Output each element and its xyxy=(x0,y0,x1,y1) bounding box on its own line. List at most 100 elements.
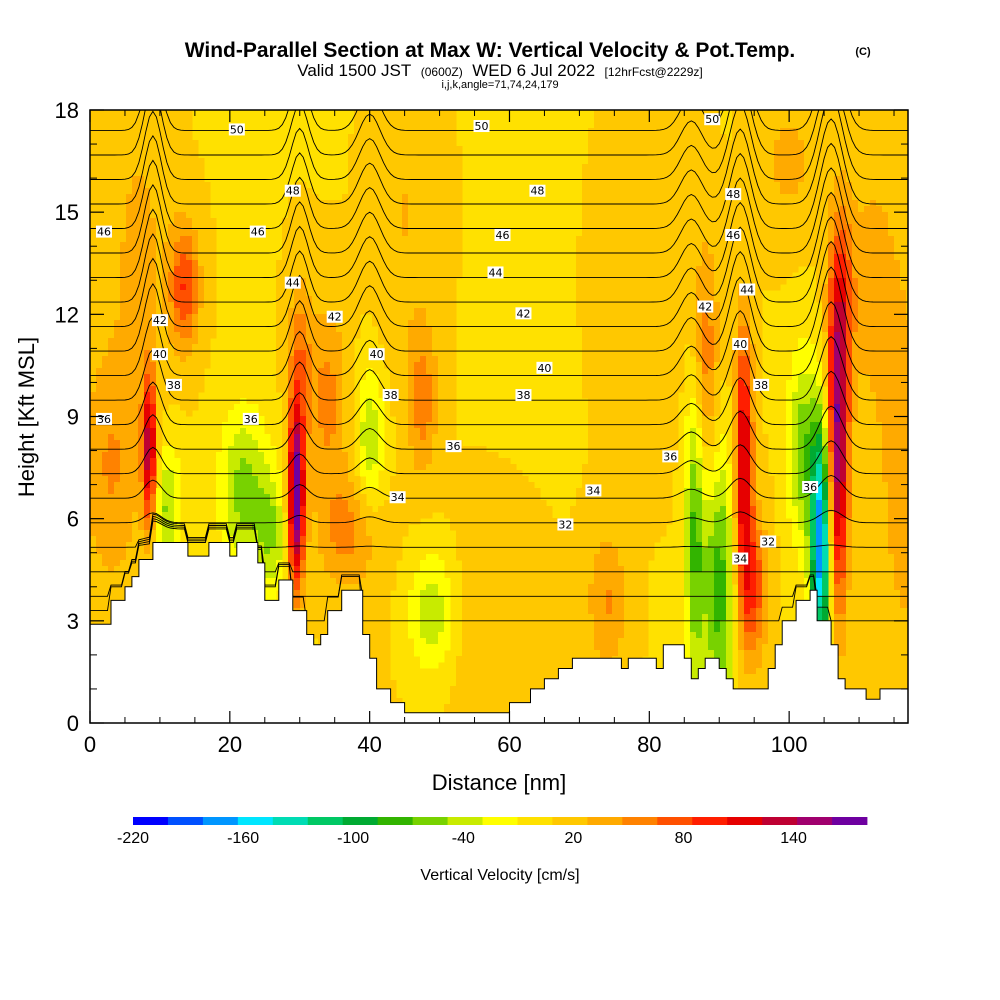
velocity-cell xyxy=(444,266,451,273)
velocity-cell xyxy=(132,404,139,411)
velocity-cell xyxy=(360,464,367,471)
velocity-cell xyxy=(186,272,193,279)
velocity-cell xyxy=(96,212,103,219)
velocity-cell xyxy=(462,572,469,579)
velocity-cell xyxy=(102,482,109,489)
velocity-cell xyxy=(474,596,481,603)
velocity-cell xyxy=(192,284,199,291)
velocity-cell xyxy=(288,260,295,267)
velocity-cell xyxy=(444,122,451,129)
velocity-cell xyxy=(420,650,427,657)
velocity-cell xyxy=(198,332,205,339)
velocity-cell xyxy=(504,668,511,675)
velocity-cell xyxy=(252,488,259,495)
velocity-cell xyxy=(486,458,493,465)
velocity-cell xyxy=(300,194,307,201)
velocity-cell xyxy=(132,452,139,459)
velocity-cell xyxy=(150,302,157,309)
velocity-cell xyxy=(516,686,523,693)
velocity-cell xyxy=(336,356,343,363)
velocity-cell xyxy=(492,644,499,651)
velocity-cell xyxy=(174,296,181,303)
velocity-cell xyxy=(168,536,175,543)
velocity-cell xyxy=(312,458,319,465)
velocity-cell xyxy=(540,500,547,507)
velocity-cell xyxy=(204,182,211,189)
velocity-cell xyxy=(138,290,145,297)
velocity-cell xyxy=(156,500,163,507)
velocity-cell xyxy=(306,266,313,273)
velocity-cell xyxy=(234,428,241,435)
velocity-cell xyxy=(288,200,295,207)
velocity-cell xyxy=(192,392,199,399)
velocity-cell xyxy=(540,632,547,639)
velocity-cell xyxy=(288,536,295,543)
velocity-cell xyxy=(510,554,517,561)
velocity-cell xyxy=(150,326,157,333)
velocity-cell xyxy=(378,146,385,153)
velocity-cell xyxy=(168,128,175,135)
velocity-cell xyxy=(420,434,427,441)
velocity-cell xyxy=(312,566,319,573)
velocity-cell xyxy=(366,446,373,453)
velocity-cell xyxy=(402,392,409,399)
velocity-cell xyxy=(450,422,457,429)
velocity-cell xyxy=(162,134,169,141)
velocity-cell xyxy=(96,260,103,267)
velocity-cell xyxy=(120,422,127,429)
velocity-cell xyxy=(312,254,319,261)
velocity-cell xyxy=(96,536,103,543)
velocity-cell xyxy=(366,554,373,561)
velocity-cell xyxy=(294,434,301,441)
velocity-cell xyxy=(342,260,349,267)
velocity-cell xyxy=(504,548,511,555)
velocity-cell xyxy=(240,494,247,501)
velocity-cell xyxy=(480,566,487,573)
velocity-cell xyxy=(558,632,565,639)
velocity-cell xyxy=(150,254,157,261)
velocity-cell xyxy=(426,260,433,267)
velocity-cell xyxy=(336,482,343,489)
velocity-cell xyxy=(258,434,265,441)
velocity-cell xyxy=(282,452,289,459)
velocity-cell xyxy=(102,374,109,381)
velocity-cell xyxy=(378,110,385,117)
velocity-cell xyxy=(450,410,457,417)
velocity-cell xyxy=(504,680,511,687)
velocity-cell xyxy=(144,164,151,171)
velocity-cell xyxy=(348,170,355,177)
velocity-cell xyxy=(456,242,463,249)
velocity-cell xyxy=(114,224,121,231)
velocity-cell xyxy=(438,332,445,339)
velocity-cell xyxy=(384,230,391,237)
velocity-cell xyxy=(432,332,439,339)
velocity-cell xyxy=(492,566,499,573)
velocity-cell xyxy=(492,548,499,555)
velocity-cell xyxy=(114,206,121,213)
velocity-cell xyxy=(96,248,103,255)
velocity-cell xyxy=(282,296,289,303)
velocity-cell xyxy=(336,350,343,357)
velocity-cell xyxy=(312,560,319,567)
velocity-cell xyxy=(198,320,205,327)
velocity-cell xyxy=(360,110,367,117)
velocity-cell xyxy=(468,590,475,597)
velocity-cell xyxy=(558,542,565,549)
velocity-cell xyxy=(360,620,367,627)
velocity-cell xyxy=(432,134,439,141)
velocity-cell xyxy=(294,344,301,351)
velocity-cell xyxy=(264,434,271,441)
velocity-cell xyxy=(558,560,565,567)
velocity-cell xyxy=(186,236,193,243)
velocity-cell xyxy=(192,182,199,189)
velocity-cell xyxy=(462,674,469,681)
velocity-cell xyxy=(492,692,499,699)
velocity-cell xyxy=(450,140,457,147)
velocity-cell xyxy=(168,314,175,321)
velocity-cell xyxy=(378,290,385,297)
velocity-cell xyxy=(120,266,127,273)
velocity-cell xyxy=(348,398,355,405)
velocity-cell xyxy=(168,266,175,273)
velocity-cell xyxy=(102,494,109,501)
velocity-cell xyxy=(312,500,319,507)
